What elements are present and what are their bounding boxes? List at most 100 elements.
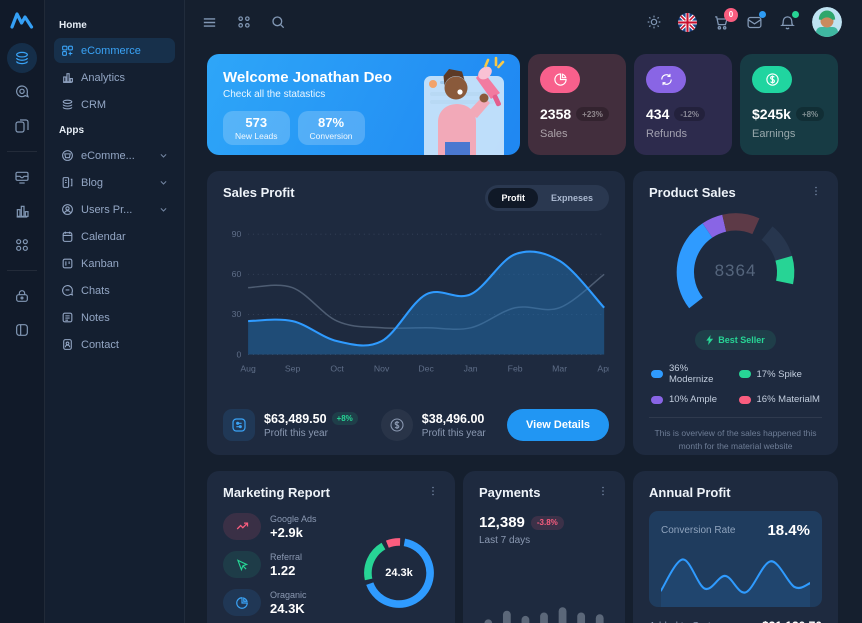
refunds-value: 434 xyxy=(646,106,670,122)
sidebar-item-label: eComme... xyxy=(81,149,135,162)
more-menu-icon[interactable] xyxy=(427,485,439,497)
row-top: Welcome Jonathan Deo Check all the stata… xyxy=(207,54,838,155)
sidebar-item-ecommerce-app[interactable]: eComme... xyxy=(54,143,175,168)
notes-icon xyxy=(62,312,73,323)
sidebar-item-blog[interactable]: Blog xyxy=(54,170,175,195)
conversion-value: 87% xyxy=(318,115,345,130)
sidebar-item-ecommerce[interactable]: eCommerce xyxy=(54,38,175,63)
stat-card-refunds: 434 -12% Refunds xyxy=(634,54,732,155)
profit1-value: $63,489.50 xyxy=(264,411,327,426)
rail-item-apps[interactable] xyxy=(7,230,37,260)
language-flag-icon[interactable] xyxy=(678,12,697,32)
legend-label: 17% Spike xyxy=(756,368,802,380)
welcome-subtitle: Check all the statastics xyxy=(223,89,326,100)
conversion-rate-value: 18.4% xyxy=(767,522,810,539)
sidebar-item-chats[interactable]: Chats xyxy=(54,278,175,303)
cart-icon[interactable]: 0 xyxy=(713,7,738,31)
added-to-cart-label: Added to Cart xyxy=(649,621,711,623)
legend-item: 17% Spike xyxy=(738,363,821,385)
row-middle: Sales Profit Profit Expneses 0 30 60 90 Aug S… xyxy=(207,171,838,455)
donut-center-value: 24.3k xyxy=(385,567,413,579)
basket-icon xyxy=(62,150,73,161)
note-line-2: month for the material website xyxy=(678,441,793,452)
sidebar-item-label: Analytics xyxy=(81,71,126,84)
apps-grid-icon xyxy=(16,239,28,251)
sidebar-item-contact[interactable]: Contact xyxy=(54,332,175,357)
rail-item-inbox[interactable] xyxy=(7,162,37,192)
product-sales-legend: 36% Modernize 17% Spike 10% Ample 16% Ma… xyxy=(651,363,820,405)
gauge-chart xyxy=(676,213,795,309)
legend-swatch xyxy=(738,370,751,378)
sidebar-item-label: eCommerce xyxy=(81,44,141,57)
row-bottom: Marketing Report Google Ads +2 xyxy=(207,471,838,623)
svg-text:0: 0 xyxy=(237,349,242,359)
toggle-profit[interactable]: Profit xyxy=(488,188,538,208)
dashboard-content: Welcome Jonathan Deo Check all the stata… xyxy=(185,44,862,623)
apps-grid-icon[interactable] xyxy=(236,14,252,30)
annual-wave-chart xyxy=(661,558,810,607)
svg-text:Nov: Nov xyxy=(374,364,390,374)
added-to-cart-value: $21,120.70 xyxy=(762,619,822,623)
sidebar-item-users-profile[interactable]: Users Pr... xyxy=(54,197,175,222)
marketing-report-card: Marketing Report Google Ads +2 xyxy=(207,471,455,623)
marketing-title: Marketing Report xyxy=(223,485,330,500)
rail-divider xyxy=(7,151,37,152)
product-sales-title: Product Sales xyxy=(649,185,736,200)
more-menu-icon[interactable] xyxy=(597,485,609,497)
marketing-row-organic: Oraganic 24.3K xyxy=(223,589,439,616)
sidebar-item-analytics[interactable]: Analytics xyxy=(54,65,175,90)
payments-bar-chart xyxy=(484,607,604,623)
refresh-icon xyxy=(646,66,686,93)
rail-item-chats[interactable] xyxy=(7,77,37,107)
legend-label: 10% Ample xyxy=(669,394,718,405)
icon-rail xyxy=(0,0,45,623)
blog-icon xyxy=(62,177,73,188)
lock-icon xyxy=(16,290,28,302)
theme-sun-icon[interactable] xyxy=(646,14,662,30)
marketing-rows: Google Ads +2.9k Referral 1.22 xyxy=(223,513,439,616)
sales-profit-footer: $63,489.50 +8% Profit this year $38,496.0… xyxy=(223,409,609,441)
brand-logo-icon[interactable] xyxy=(10,12,34,29)
contact-icon xyxy=(63,339,72,350)
calendar-icon xyxy=(62,231,73,242)
analytics-icon xyxy=(63,73,73,83)
stat-card-earnings: $245k +8% Earnings xyxy=(740,54,838,155)
rail-divider xyxy=(7,270,37,271)
best-seller-badge[interactable]: Best Seller xyxy=(695,330,776,350)
sidebar-item-calendar[interactable]: Calendar xyxy=(54,224,175,249)
layers-icon xyxy=(16,51,28,65)
sidebar-item-label: Blog xyxy=(81,176,104,189)
sidebar-item-notes[interactable]: Notes xyxy=(54,305,175,330)
rail-item-cards[interactable] xyxy=(7,111,37,141)
pie-icon xyxy=(540,66,580,93)
rail-item-layout[interactable] xyxy=(7,315,37,345)
notifications-bell-icon[interactable] xyxy=(779,10,799,31)
sales-profit-card: Sales Profit Profit Expneses 0 30 60 90 Aug S… xyxy=(207,171,625,455)
sidebar-item-kanban[interactable]: Kanban xyxy=(54,251,175,276)
toggle-expenses[interactable]: Expneses xyxy=(550,193,593,203)
search-icon[interactable] xyxy=(270,14,286,30)
rail-item-charts[interactable] xyxy=(7,196,37,226)
sidebar-item-label: Calendar xyxy=(81,230,126,243)
sidebar-item-label: Notes xyxy=(81,311,110,324)
sidebar-item-crm[interactable]: CRM xyxy=(54,92,175,117)
more-menu-icon[interactable] xyxy=(810,185,822,197)
conversion-pill: 87% Conversion xyxy=(297,111,365,145)
svg-text:Apr: Apr xyxy=(597,364,609,374)
dollar-icon xyxy=(752,66,792,93)
payments-title: Payments xyxy=(479,485,541,500)
rail-item-auth[interactable] xyxy=(7,281,37,311)
welcome-title: Welcome Jonathan Deo xyxy=(223,69,392,86)
view-details-button[interactable]: View Details xyxy=(507,409,609,441)
menu-icon[interactable] xyxy=(201,14,218,31)
messages-icon[interactable] xyxy=(746,10,766,31)
profit-stat-1: $63,489.50 +8% Profit this year xyxy=(264,412,358,439)
marketing-donut: 24.3k xyxy=(361,535,437,611)
svg-text:Sep: Sep xyxy=(285,364,301,374)
user-avatar[interactable] xyxy=(812,7,842,37)
rail-item-dashboards[interactable] xyxy=(7,43,37,73)
cards-icon xyxy=(15,119,29,133)
note-line-1: This is overview of the sales happened t… xyxy=(654,428,817,438)
bar-chart-icon xyxy=(16,205,29,218)
legend-item: 36% Modernize xyxy=(651,363,733,385)
